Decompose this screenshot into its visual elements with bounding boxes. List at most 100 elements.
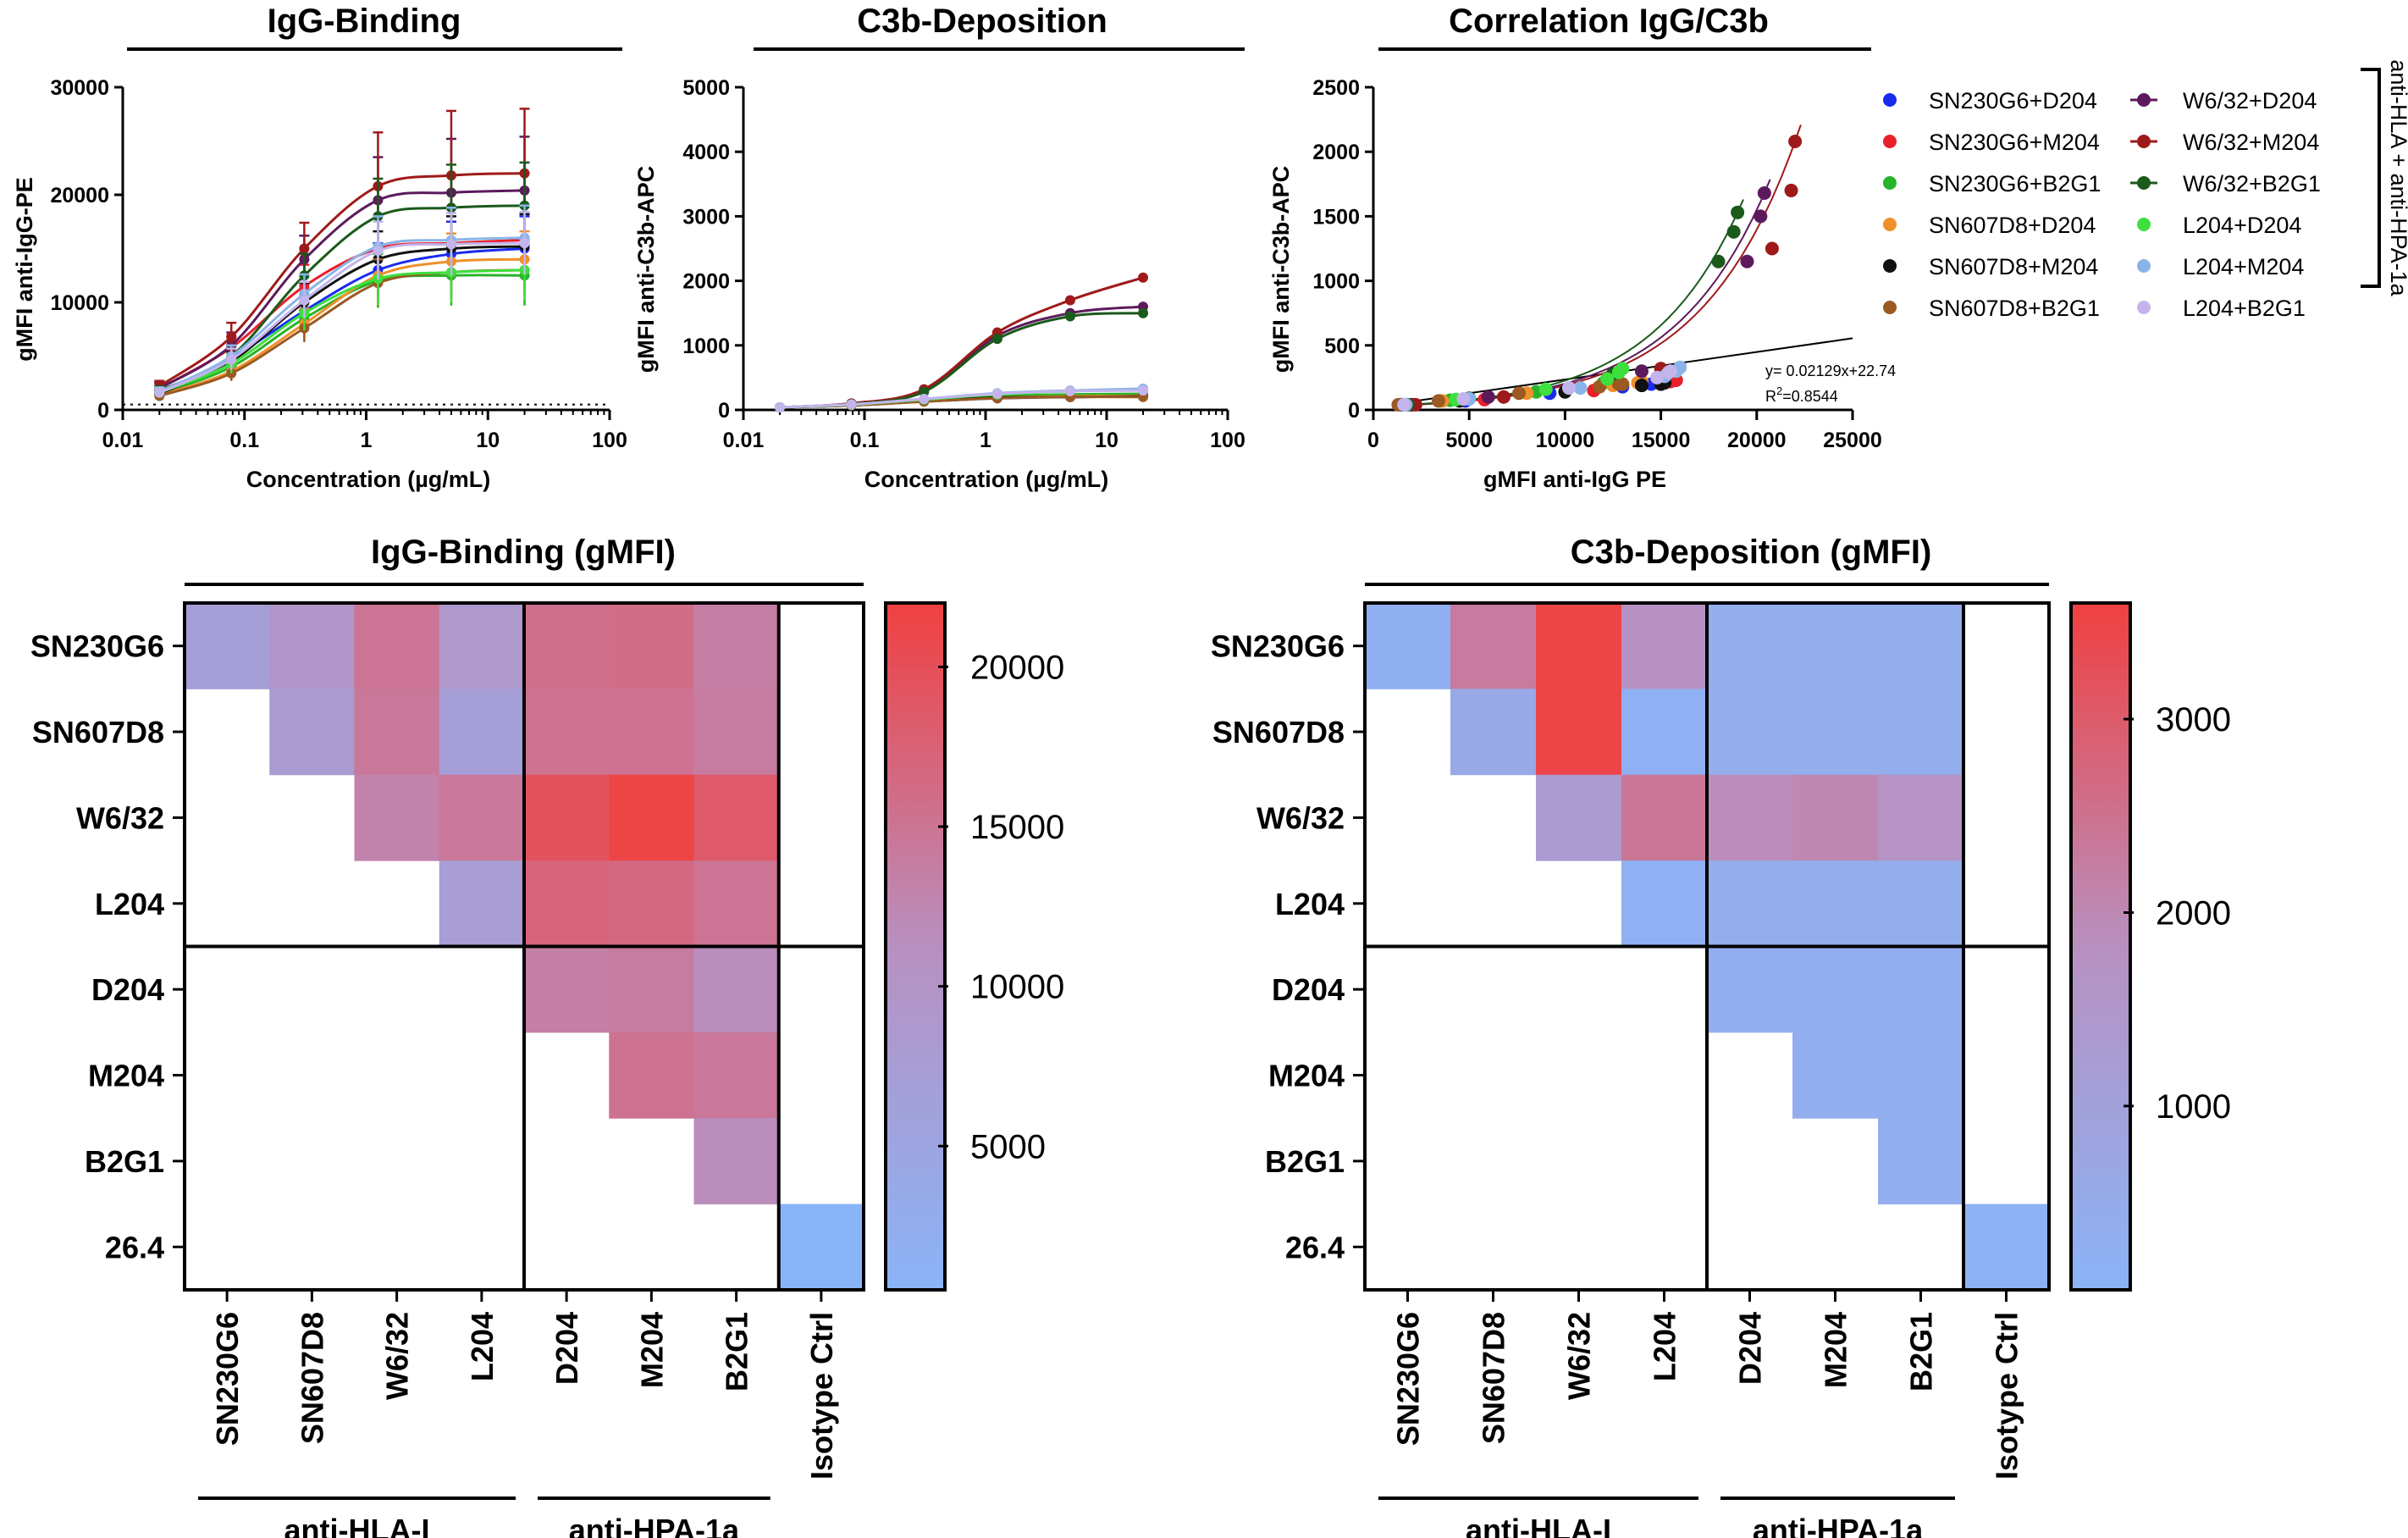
row-label: W6/32	[1256, 800, 1345, 835]
heatmap-cell	[1365, 603, 1451, 689]
colorbar-tick-label: 1000	[2156, 1088, 2231, 1126]
scatter-point	[1663, 364, 1677, 379]
heatmap-cell	[1621, 689, 1708, 776]
row-label: W6/32	[76, 800, 164, 835]
col-label: B2G1	[720, 1312, 754, 1391]
heatmap-cell	[524, 689, 610, 776]
legend-item-w6-32-m204: W6/32+M204	[2130, 130, 2319, 155]
series-line-sn607d8-m204	[158, 245, 525, 396]
legend-marker	[1883, 301, 1897, 314]
data-point	[1064, 295, 1075, 306]
legend-marker	[2137, 176, 2151, 190]
scatter-point	[1538, 382, 1553, 396]
heatmap-cell	[1792, 860, 1879, 947]
y-tick-label: 0	[718, 399, 730, 423]
x-tick-label: 1	[980, 429, 991, 452]
trend-curve-w6-32-b2g1	[1407, 199, 1744, 406]
y-tick-label: 500	[1324, 335, 1360, 358]
scatter-point	[1496, 390, 1511, 404]
scatter-point	[1481, 390, 1495, 404]
row-label: B2G1	[85, 1144, 164, 1179]
y-tick-label: 3000	[682, 205, 730, 229]
heatmap-cell	[1878, 1118, 1964, 1205]
heatmap-cell	[1621, 603, 1708, 689]
series-w6-32-m204	[154, 108, 530, 392]
row-label: L204	[1275, 887, 1345, 921]
y-tick-label: 1500	[1312, 205, 1360, 229]
heatmap-cell	[1878, 946, 1964, 1033]
scatter-point	[1600, 372, 1615, 386]
series-line-l204-b2g1	[158, 241, 525, 395]
heatmap-cell	[609, 946, 694, 1033]
heatmap-cell	[609, 1032, 694, 1119]
legend-item-l204-b2g1: L204+B2G1	[2137, 296, 2306, 321]
y-tick-label: 4000	[682, 141, 730, 164]
series-line-l204-b2g1	[779, 389, 1144, 409]
heatmap-cell	[524, 603, 610, 689]
c3b-deposition-heatmap: C3b-Deposition (gMFI) SN230G6 SN607D8 W6/3…	[1211, 534, 2231, 1538]
col-label: W6/32	[1562, 1312, 1597, 1400]
scatter-point	[1765, 241, 1779, 256]
col-label: SN607D8	[295, 1312, 329, 1444]
fit-equation: y= 0.02129x+22.74	[1765, 362, 1896, 379]
fit-r-symbol: R	[1765, 388, 1776, 405]
data-point	[1064, 311, 1075, 322]
scatter-point	[1740, 254, 1754, 268]
colorbar-tick-label: 3000	[2156, 701, 2231, 739]
heatmap-cell	[1878, 860, 1964, 947]
c3b-deposition-x-axis-title: Concentration (µg/mL)	[864, 467, 1109, 492]
x-tick-label: 100	[592, 429, 627, 452]
col-label: SN230G6	[1391, 1312, 1426, 1446]
legend-marker	[2137, 259, 2151, 273]
correlation-plot: Correlation IgG/C3b gMFI anti-IgG PE gMF…	[1268, 3, 1896, 492]
series-line-l204-d204	[158, 268, 525, 395]
legend-label: SN230G6+M204	[1929, 130, 2100, 155]
col-label: SN607D8	[1477, 1312, 1511, 1444]
data-point	[991, 334, 1002, 345]
heatmap-cell	[1878, 1032, 1964, 1119]
heatmap-cell	[1792, 774, 1879, 861]
legend-marker	[2137, 218, 2151, 231]
heatmap-cell	[1621, 860, 1708, 947]
scatter-series-w6-32-d204	[1405, 185, 1771, 412]
c3b-deposition-title: C3b-Deposition	[857, 3, 1107, 40]
heatmap-cell	[439, 860, 525, 947]
row-label: L204	[95, 887, 164, 921]
heatmap-cell	[1450, 603, 1537, 689]
group-label: anti-HPA-1a	[1753, 1513, 1924, 1538]
correlation-y-axis-title: gMFI anti-C3b-APC	[1268, 166, 1294, 373]
y-tick-label: 0	[1348, 399, 1360, 423]
row-label: M204	[88, 1059, 164, 1093]
igg-binding-heatmap: IgG-Binding (gMFI) SN230G6 SN607D8 W6/32 L2…	[30, 534, 1064, 1538]
col-label: M204	[634, 1312, 669, 1388]
legend-label: SN607D8+D204	[1929, 213, 2096, 238]
igg-binding-y-axis-title: gMFI anti-IgG-PE	[12, 177, 37, 361]
fit-r-value: =0.8544	[1782, 388, 1838, 405]
series-legend: SN230G6+D204 SN230G6+M204 SN230G6+B2G1 SN60…	[1883, 88, 2321, 321]
row-label: D204	[91, 972, 164, 1007]
heatmap-cell	[1792, 603, 1879, 689]
heatmap-cell	[1450, 689, 1537, 776]
data-point	[1138, 307, 1149, 318]
legend-label: L204+B2G1	[2183, 296, 2306, 321]
y-tick-label: 2000	[682, 270, 730, 294]
x-tick-label: 5000	[1445, 429, 1493, 452]
data-point	[226, 331, 237, 342]
colorbar-tick-label: 10000	[970, 969, 1064, 1006]
series-line-w6-32-m204	[158, 172, 525, 388]
scatter-point	[1754, 209, 1768, 224]
legend-item-sn607d8-b2g1: SN607D8+B2G1	[1883, 296, 2100, 321]
heatmap-cell	[693, 946, 780, 1033]
scatter-point	[1431, 394, 1445, 408]
legend-label: L204+M204	[2183, 254, 2304, 279]
row-label: B2G1	[1265, 1144, 1345, 1179]
legend-marker	[1883, 93, 1897, 107]
legend-item-l204-m204: L204+M204	[2137, 254, 2304, 279]
col-label: L204	[1648, 1312, 1682, 1381]
group-label: anti-HPA-1a	[569, 1513, 740, 1538]
legend-item-sn230g6-b2g1: SN230G6+B2G1	[1883, 171, 2101, 196]
series-line-w6-32-d204	[779, 305, 1144, 409]
x-tick-label: 1	[361, 429, 373, 452]
legend-side-label: anti-HLA + anti-HPA-1a	[2386, 59, 2408, 296]
legend-label: L204+D204	[2183, 213, 2301, 238]
